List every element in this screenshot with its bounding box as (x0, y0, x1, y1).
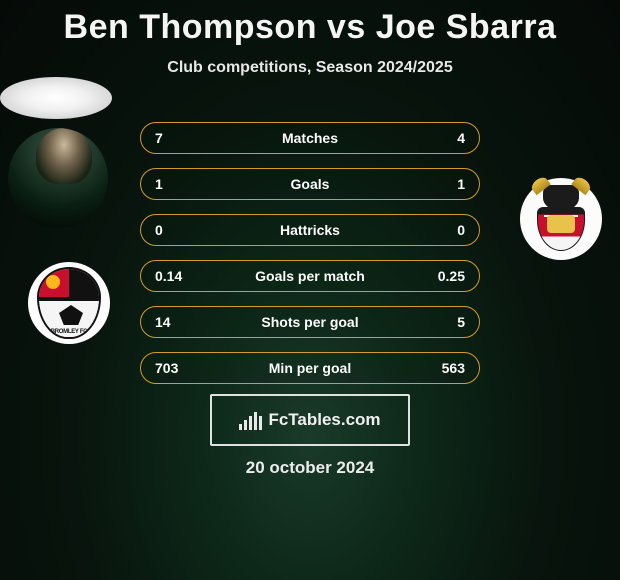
title-vs: vs (327, 8, 366, 46)
stat-label: Shots per goal (141, 314, 479, 330)
stat-left-value: 7 (155, 130, 163, 146)
page-title: Ben Thompson vs Joe Sbarra (0, 0, 620, 47)
crest-left-shield: BROMLEY FC (37, 267, 101, 339)
player-left-photo (8, 128, 108, 228)
stat-right-value: 5 (457, 314, 465, 330)
title-player-left: Ben Thompson (64, 8, 317, 46)
stat-row: 0Hattricks0 (140, 214, 480, 246)
crest-left-text: BROMLEY FC (39, 329, 99, 335)
branding-logo-icon (239, 410, 262, 430)
stat-row: 14Shots per goal5 (140, 306, 480, 338)
crest-lion-icon (547, 215, 575, 233)
infographic: Ben Thompson vs Joe Sbarra Club competit… (0, 0, 620, 580)
branding-text: FcTables.com (268, 410, 380, 430)
stat-right-value: 1 (457, 176, 465, 192)
stat-right-value: 563 (442, 360, 465, 376)
branding-box: FcTables.com (210, 394, 410, 446)
stat-right-value: 0.25 (438, 268, 465, 284)
stat-label: Goals per match (141, 268, 479, 284)
stat-left-value: 14 (155, 314, 171, 330)
stat-left-value: 1 (155, 176, 163, 192)
club-crest-left: BROMLEY FC (28, 262, 110, 344)
player-right-photo (0, 77, 112, 119)
player-silhouette (36, 128, 92, 184)
stat-label: Hattricks (141, 222, 479, 238)
stats-table: 7Matches4 1Goals1 0Hattricks0 0.14Goals per… (140, 122, 480, 384)
stat-row: 703Min per goal563 (140, 352, 480, 384)
stat-right-value: 4 (457, 130, 465, 146)
club-crest-right (520, 178, 602, 260)
crest-sun-icon (46, 275, 60, 289)
stat-right-value: 0 (457, 222, 465, 238)
stat-left-value: 0 (155, 222, 163, 238)
stat-row: 7Matches4 (140, 122, 480, 154)
subtitle: Club competitions, Season 2024/2025 (0, 59, 620, 77)
stat-left-value: 0.14 (155, 268, 182, 284)
title-player-right: Joe Sbarra (376, 8, 557, 46)
stat-label: Min per goal (141, 360, 479, 376)
date-text: 20 october 2024 (0, 458, 620, 478)
stat-label: Goals (141, 176, 479, 192)
crest-right-shield (527, 183, 595, 255)
stat-row: 0.14Goals per match0.25 (140, 260, 480, 292)
stat-label: Matches (141, 130, 479, 146)
stat-left-value: 703 (155, 360, 178, 376)
stat-row: 1Goals1 (140, 168, 480, 200)
